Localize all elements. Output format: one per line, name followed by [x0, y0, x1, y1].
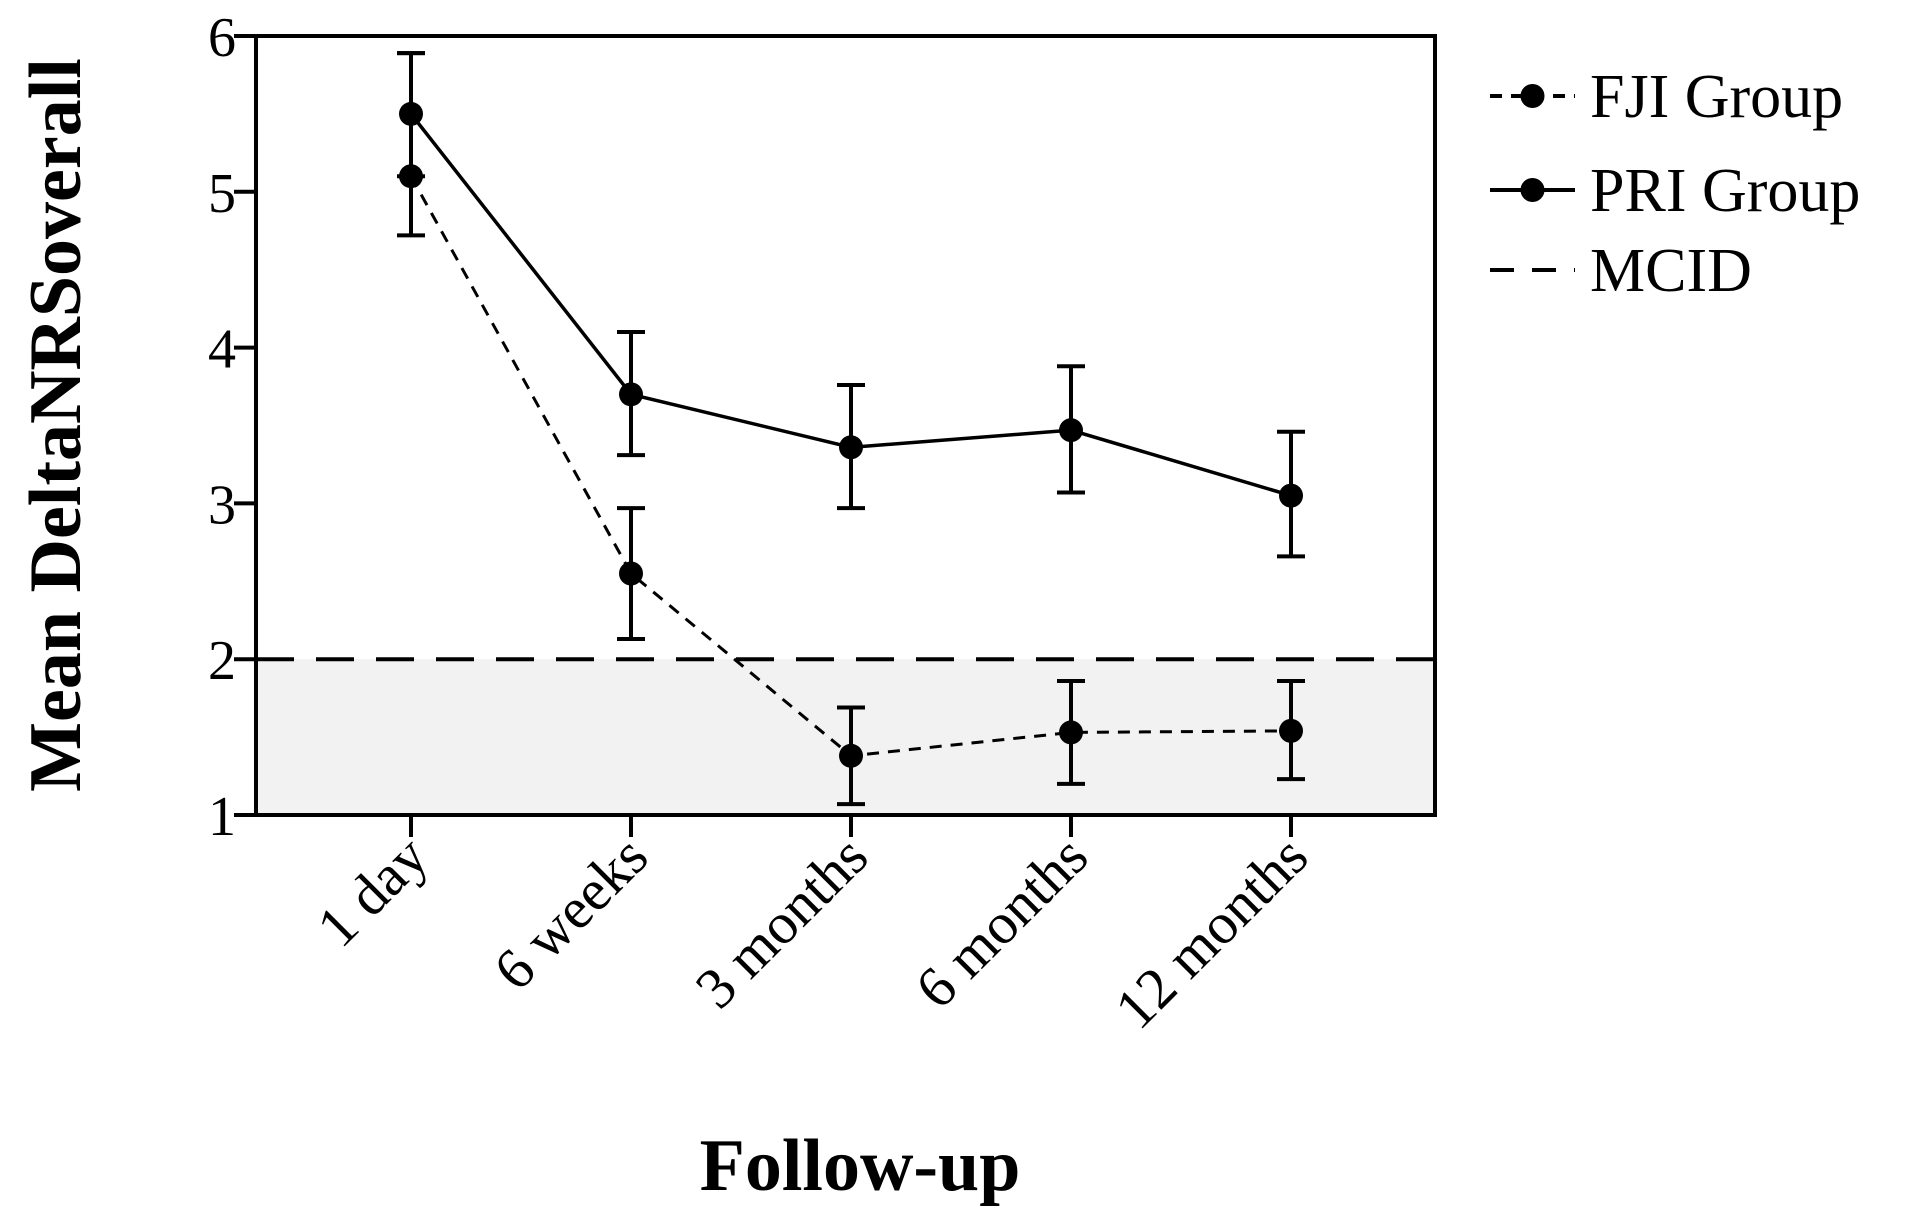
- x-tick-label: 3 months: [683, 823, 881, 1021]
- legend-item-pri-group: PRI Group: [1490, 157, 1860, 225]
- legend-marker: [1520, 84, 1545, 108]
- data-point: [1059, 720, 1083, 745]
- plot-frame: [254, 34, 1437, 817]
- legend-label: FJI Group: [1590, 63, 1843, 131]
- y-tick-label: 3: [208, 474, 236, 536]
- x-tick-label: 1 day: [304, 823, 440, 959]
- series-fji-group: [397, 51, 1305, 807]
- y-tick-label: 6: [208, 7, 236, 69]
- legend-marker: [1520, 178, 1545, 202]
- data-point: [1059, 418, 1083, 443]
- data-point: [839, 435, 863, 460]
- data-point: [1279, 483, 1303, 508]
- x-tick-label: 6 months: [903, 823, 1101, 1021]
- data-point: [619, 561, 643, 586]
- x-tick-label: 12 months: [1102, 823, 1320, 1041]
- x-tick-label: 6 weeks: [481, 823, 660, 1002]
- y-tick-label: 4: [208, 319, 236, 381]
- y-tick-label: 1: [208, 786, 236, 848]
- y-tick-label: 2: [208, 630, 236, 692]
- y-tick-label: 5: [208, 163, 236, 225]
- y-axis-title: Mean DeltaNRSoverall: [15, 58, 97, 792]
- data-point: [839, 743, 863, 768]
- legend-item-mcid: MCID: [1490, 237, 1752, 305]
- data-point: [619, 382, 643, 407]
- data-point: [1279, 718, 1303, 743]
- legend-label: PRI Group: [1590, 157, 1860, 225]
- data-point: [399, 101, 423, 126]
- x-axis-title: Follow-up: [700, 1125, 1021, 1207]
- legend-item-fji-group: FJI Group: [1490, 63, 1843, 131]
- series-pri-group: [397, 51, 1305, 559]
- legend-label: MCID: [1590, 237, 1752, 305]
- mcid-shaded-region: [256, 659, 1435, 815]
